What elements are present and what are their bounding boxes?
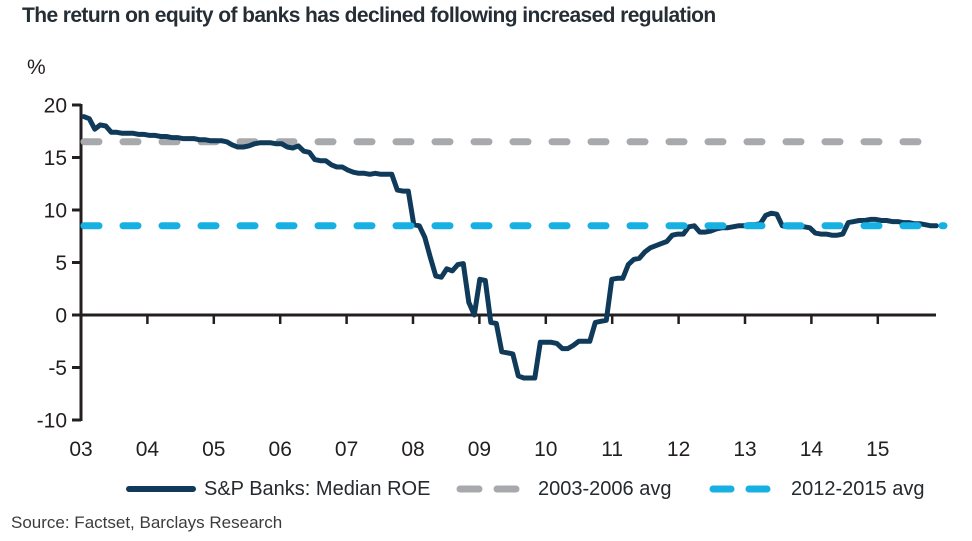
y-tick-label: 5 (55, 252, 67, 275)
x-tick-label: 03 (69, 438, 92, 461)
x-tick-label: 07 (335, 438, 358, 461)
y-tick-label: -5 (48, 357, 67, 380)
x-tick-label: 05 (202, 438, 225, 461)
x-tick-label: 09 (468, 438, 491, 461)
x-tick-label: 08 (401, 438, 424, 461)
roe-line (81, 114, 939, 381)
x-tick-label: 12 (667, 438, 690, 461)
x-tick-label: 13 (733, 438, 756, 461)
legend-swatch-2003-2006-avg (456, 485, 524, 493)
y-tick-label: 20 (44, 94, 67, 117)
x-tick-label: 10 (534, 438, 557, 461)
legend-label-2012-2015-avg: 2012-2015 avg (791, 478, 925, 500)
y-tick-label: 15 (44, 147, 67, 170)
legend-label-roe: S&P Banks: Median ROE (204, 478, 431, 500)
y-tick-label: -10 (37, 409, 67, 432)
x-tick-label: 04 (136, 438, 160, 461)
legend-swatch-roe-line (126, 486, 196, 492)
y-tick-label: 0 (55, 304, 67, 327)
x-tick-label: 11 (601, 438, 623, 461)
y-tick-label: 10 (44, 199, 67, 222)
legend-swatch-2012-2015-avg (709, 485, 775, 493)
legend-label-2003-2006-avg: 2003-2006 avg (538, 478, 672, 500)
x-tick-label: 15 (866, 438, 889, 461)
x-tick-label: 06 (269, 438, 292, 461)
x-tick-label: 14 (800, 438, 824, 461)
chart-title: The return on equity of banks has declin… (22, 4, 716, 27)
y-axis-unit-label: % (27, 56, 46, 79)
source-note: Source: Factset, Barclays Research (11, 513, 283, 532)
